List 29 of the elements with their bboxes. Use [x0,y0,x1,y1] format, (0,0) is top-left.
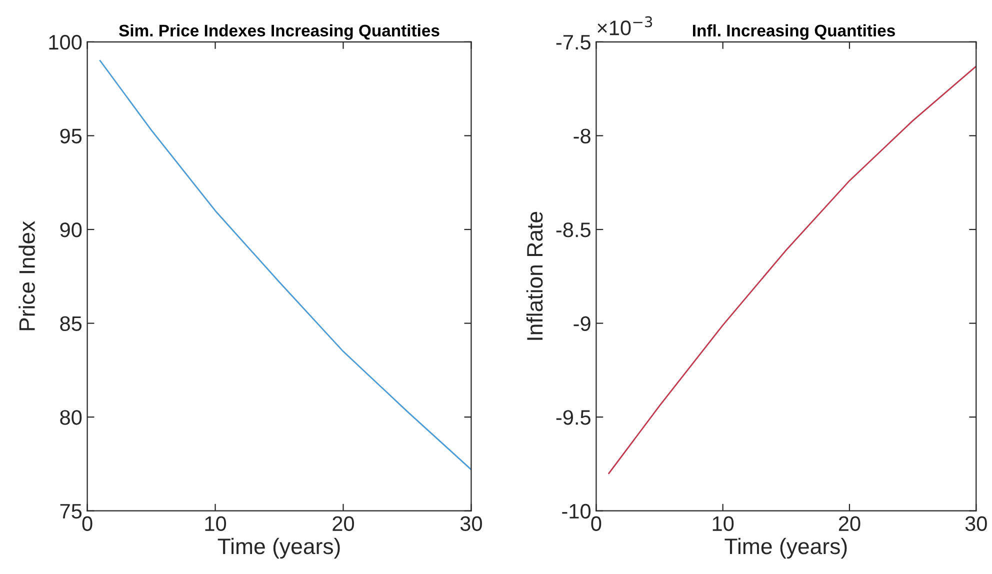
text: ×10$^{−3}$ [598,16,652,36]
y-tick-label: 80 [60,410,82,425]
chart-title: Infl. Increasing Quantities [693,24,895,40]
y-axis-title: Price Index [18,221,35,330]
y-tick-label: -7.5 [556,35,590,50]
y-tick-label: 75 [60,504,82,519]
y-tick-label: 95 [60,128,82,144]
x-axis-title: Time (years) [218,538,340,559]
y-tick-label: -9 [574,316,590,332]
chart-title: Sim. Price Indexes Increasing Quantities [119,24,440,40]
y-tick-label: 85 [60,316,82,332]
y-tick-label: 100 [49,34,82,50]
x-tick-label: 0 [82,516,92,532]
y-tick-label: -10 [562,504,591,519]
x-tick-label: 10 [712,516,734,532]
y-axis-title: Inflation Rate [526,212,543,340]
x-tick-label: 20 [838,516,860,532]
y-tick-label: -8.5 [556,222,590,238]
x-tick-label: 10 [205,516,226,532]
line-series [99,60,472,470]
y-tick-label: -8 [574,128,590,144]
y-tick-label: -9.5 [556,410,590,425]
x-tick-label: 20 [332,516,354,532]
y-tick-label: 90 [60,222,82,238]
x-tick-label: 30 [965,516,987,532]
x-axis-title: Time (years) [724,538,847,559]
x-tick-label: 0 [591,516,602,532]
line-series [608,66,976,474]
x-tick-label: 30 [460,516,482,532]
